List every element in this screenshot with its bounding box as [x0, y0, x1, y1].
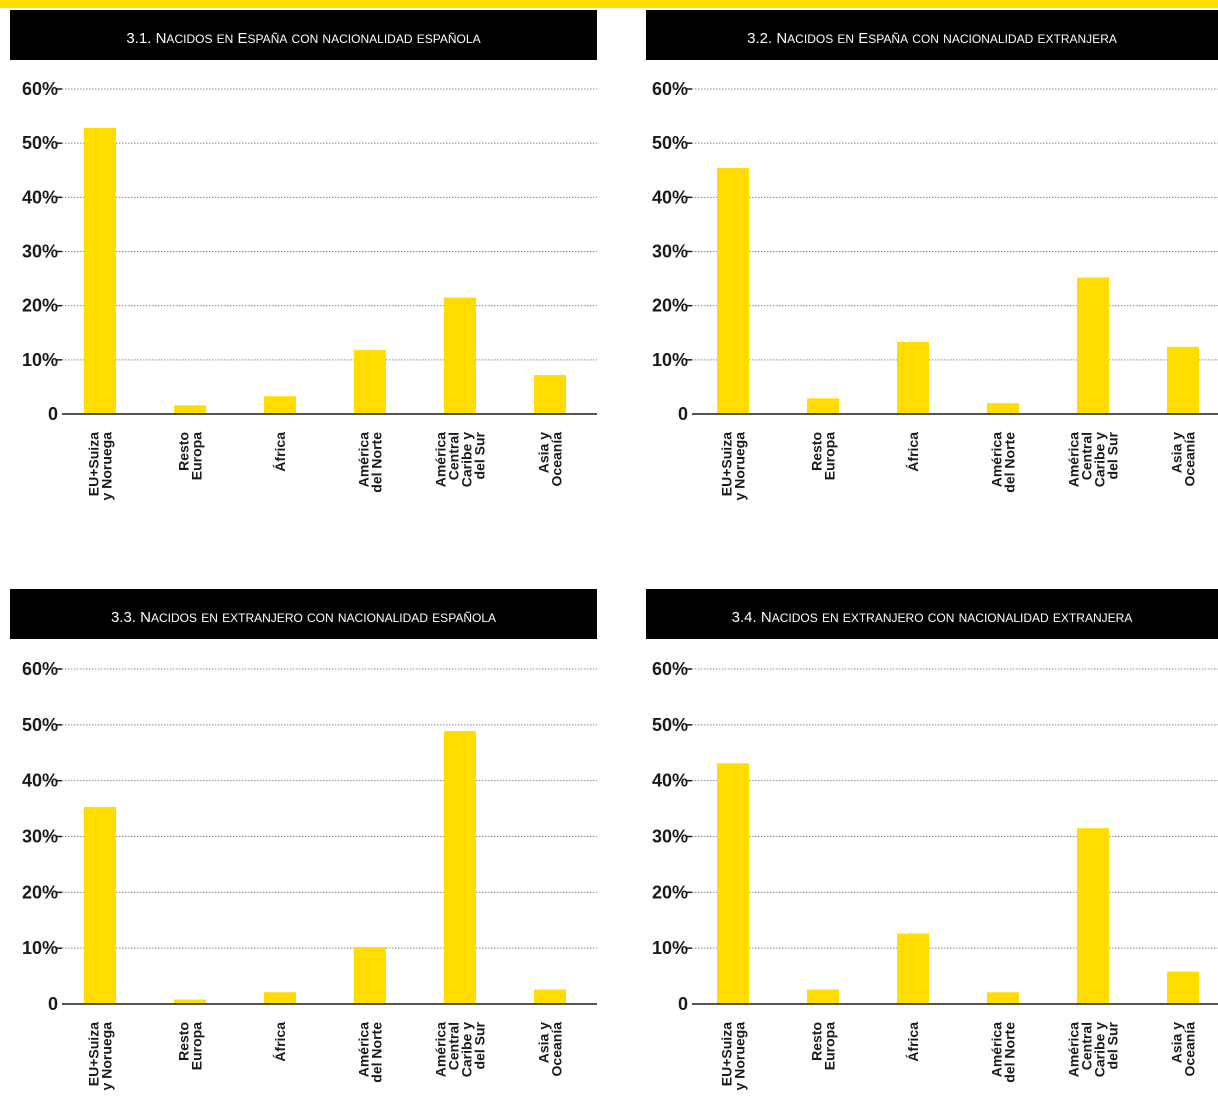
top-accent-bar	[0, 0, 1218, 8]
y-tick-label: 50%	[652, 133, 688, 153]
y-tick-label: 60%	[652, 659, 688, 679]
x-category-label: AméricaCentralCaribe ydel Sur	[1066, 1021, 1121, 1077]
x-category-label: AméricaCentralCaribe ydel Sur	[433, 1021, 488, 1077]
chart-title: 3.4. NACIDOS EN EXTRANJERO CON NACIONALI…	[732, 609, 1133, 626]
chart-title: 3.1. NACIDOS EN ESPAÑA CON NACIONALIDAD …	[126, 30, 480, 47]
x-category-label: Asia yOceanía	[1169, 432, 1198, 487]
y-tick-label: 20%	[22, 882, 58, 902]
bar	[987, 992, 1019, 1004]
y-tick-label: 30%	[652, 242, 688, 262]
bar	[1077, 828, 1109, 1004]
chart-3.4: 3.4. NACIDOS EN EXTRANJERO CON NACIONALI…	[646, 589, 1218, 1090]
x-category-label: África	[272, 432, 288, 472]
y-tick-label: 50%	[652, 715, 688, 735]
y-tick-label: 30%	[22, 242, 58, 262]
x-category-label: Asia yOceanía	[536, 432, 565, 487]
bar	[897, 341, 929, 414]
y-tick-label: 10%	[22, 350, 58, 370]
y-tick-label: 60%	[22, 79, 58, 99]
bar	[897, 933, 929, 1004]
bar	[717, 168, 749, 414]
y-tick-label: 50%	[22, 715, 58, 735]
bar	[264, 396, 296, 414]
bar	[84, 806, 116, 1004]
y-tick-label: 60%	[652, 79, 688, 99]
y-tick-label: 40%	[22, 771, 58, 791]
x-category-label: África	[272, 1022, 288, 1062]
x-category-label: RestoEuropa	[809, 1022, 838, 1070]
y-tick-label: 30%	[22, 827, 58, 847]
bar	[534, 989, 566, 1004]
x-category-label: EU+Suizay Noruega	[86, 432, 115, 501]
bar	[534, 375, 566, 414]
chart-title: 3.3. NACIDOS EN EXTRANJERO CON NACIONALI…	[111, 609, 496, 626]
bar	[1167, 346, 1199, 414]
chart-title-background	[10, 10, 597, 60]
x-category-label: Américadel Norte	[989, 1022, 1018, 1083]
bar	[807, 398, 839, 414]
chart-3.3: 3.3. NACIDOS EN EXTRANJERO CON NACIONALI…	[10, 589, 597, 1090]
chart-title-background	[646, 10, 1218, 60]
x-category-label: EU+Suizay Noruega	[719, 432, 748, 501]
y-tick-label: 20%	[652, 882, 688, 902]
y-tick-label: 50%	[22, 133, 58, 153]
y-tick-label: 40%	[652, 187, 688, 207]
x-category-label: Américadel Norte	[356, 1022, 385, 1083]
y-tick-label: 0	[678, 994, 688, 1014]
x-category-label: EU+Suizay Noruega	[719, 1022, 748, 1091]
x-category-label: AméricaCentralCaribe ydel Sur	[1066, 431, 1121, 487]
bar	[84, 128, 116, 414]
y-tick-label: 30%	[652, 827, 688, 847]
y-tick-label: 0	[48, 404, 58, 424]
x-category-label: África	[905, 432, 921, 472]
y-tick-label: 40%	[652, 771, 688, 791]
bar	[987, 403, 1019, 414]
bar	[264, 992, 296, 1004]
bar	[444, 297, 476, 414]
chart-title-background	[646, 589, 1218, 639]
x-category-label: EU+Suizay Noruega	[86, 1022, 115, 1091]
y-tick-label: 20%	[22, 296, 58, 316]
bar	[444, 730, 476, 1004]
chart-3.2: 3.2. NACIDOS EN ESPAÑA CON NACIONALIDAD …	[646, 10, 1218, 500]
x-category-label: RestoEuropa	[809, 432, 838, 480]
bar	[1167, 971, 1199, 1004]
y-tick-label: 10%	[652, 938, 688, 958]
y-tick-label: 10%	[652, 350, 688, 370]
chart-title: 3.2. NACIDOS EN ESPAÑA CON NACIONALIDAD …	[747, 30, 1117, 47]
chart-title-background	[10, 589, 597, 639]
bar	[807, 989, 839, 1004]
y-tick-label: 60%	[22, 659, 58, 679]
x-category-label: RestoEuropa	[176, 432, 205, 480]
y-tick-label: 20%	[652, 296, 688, 316]
y-tick-label: 0	[48, 994, 58, 1014]
x-category-label: RestoEuropa	[176, 1022, 205, 1070]
bar	[174, 405, 206, 414]
bar	[1077, 277, 1109, 414]
bar	[354, 350, 386, 414]
bar	[354, 947, 386, 1004]
y-tick-label: 10%	[22, 938, 58, 958]
x-category-label: Américadel Norte	[989, 432, 1018, 493]
x-category-label: Asia yOceanía	[536, 1022, 565, 1077]
bar	[717, 763, 749, 1004]
x-category-label: Américadel Norte	[356, 432, 385, 493]
y-tick-label: 40%	[22, 187, 58, 207]
chart-3.1: 3.1. NACIDOS EN ESPAÑA CON NACIONALIDAD …	[10, 10, 597, 500]
x-category-label: Asia yOceanía	[1169, 1022, 1198, 1077]
y-tick-label: 0	[678, 404, 688, 424]
bar	[174, 999, 206, 1004]
x-category-label: África	[905, 1022, 921, 1062]
x-category-label: AméricaCentralCaribe ydel Sur	[433, 431, 488, 487]
